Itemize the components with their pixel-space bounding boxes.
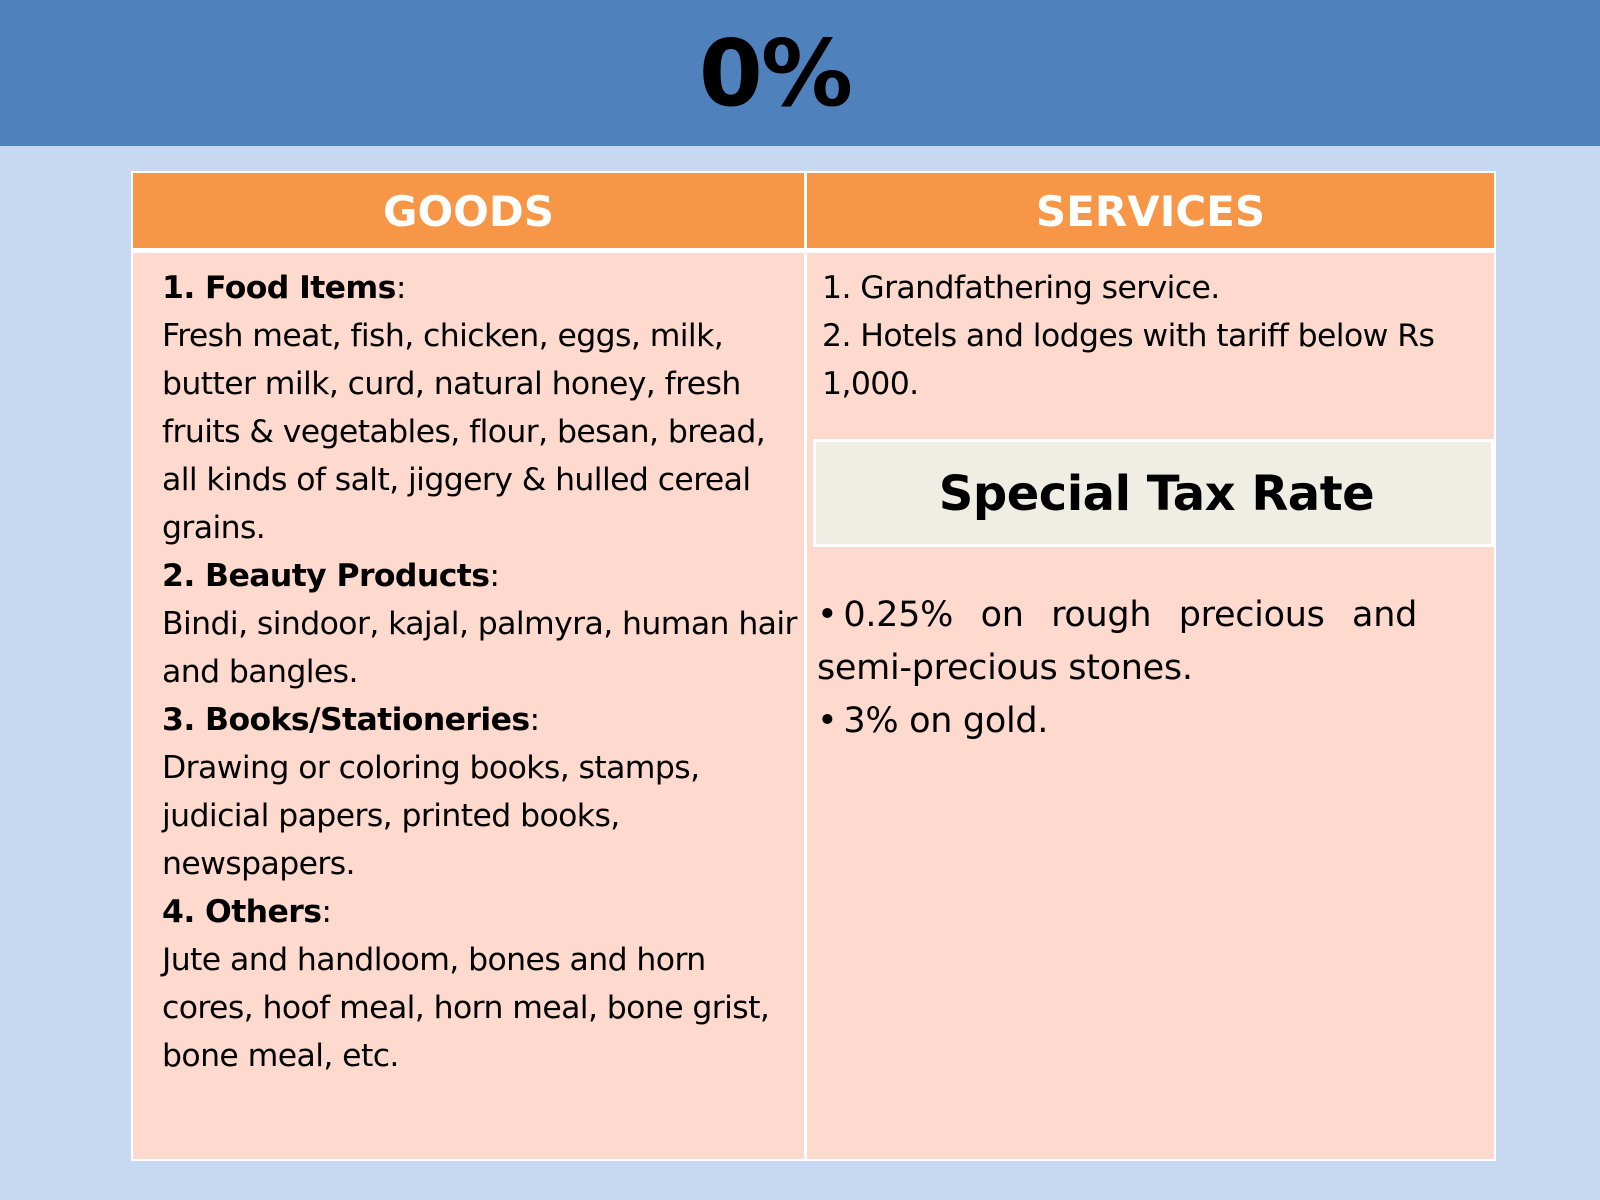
category-title: 2. Beauty Products [162,558,490,594]
goods-category-food: 1. Food Items: Fresh meat, fish, chicken… [162,264,802,552]
category-text: Jute and handloom, bones and horn cores,… [162,942,770,1074]
category-colon: : [395,270,407,306]
category-text: Bindi, sindoor, kajal, palmyra, human ha… [162,606,797,690]
category-colon: : [489,558,500,594]
goods-category-books: 3. Books/Stationeries: Drawing or colori… [162,696,802,888]
goods-category-beauty: 2. Beauty Products: Bindi, sindoor, kaja… [162,552,802,696]
services-header: SERVICES [1035,187,1266,236]
category-text: Fresh meat, fish, chicken, eggs, milk, b… [162,318,766,546]
special-rate-text: 3% on gold. [843,701,1049,741]
tax-table: GOODS SERVICES 1. Food Items: Fresh meat… [131,171,1496,1161]
special-rate-text: 0.25% on rough precious and semi-preciou… [817,595,1417,688]
special-tax-rate-box: Special Tax Rate [813,439,1494,547]
category-title: 4. Others [162,894,322,930]
service-item: 1. Grandfathering service. [822,270,1220,306]
bullet-icon: • [817,595,838,635]
goods-cell: 1. Food Items: Fresh meat, fish, chicken… [162,264,802,1080]
bullet-icon: • [817,701,838,741]
special-tax-rate-title: Special Tax Rate [938,466,1375,522]
category-title: 1. Food Items [162,270,396,306]
category-colon: : [529,702,540,738]
category-title: 3. Books/Stationeries [162,702,530,738]
column-divider [804,173,807,1159]
table-header-row: GOODS SERVICES [133,173,1494,253]
goods-header: GOODS [383,187,554,236]
category-colon: : [321,894,332,930]
service-item: 2. Hotels and lodges with tariff below R… [822,318,1435,402]
special-rate-list: • 0.25% on rough precious and semi-precio… [817,589,1417,748]
goods-category-others: 4. Others: Jute and handloom, bones and … [162,888,802,1080]
slide-title: 0% [698,20,853,127]
special-rate-item: • 0.25% on rough precious and semi-precio… [817,589,1417,695]
services-cell: 1. Grandfathering service. 2. Hotels and… [822,264,1492,408]
title-band: 0% [0,0,1600,146]
category-text: Drawing or coloring books, stamps, judic… [162,750,700,882]
special-rate-item: • 3% on gold. [817,695,1417,748]
